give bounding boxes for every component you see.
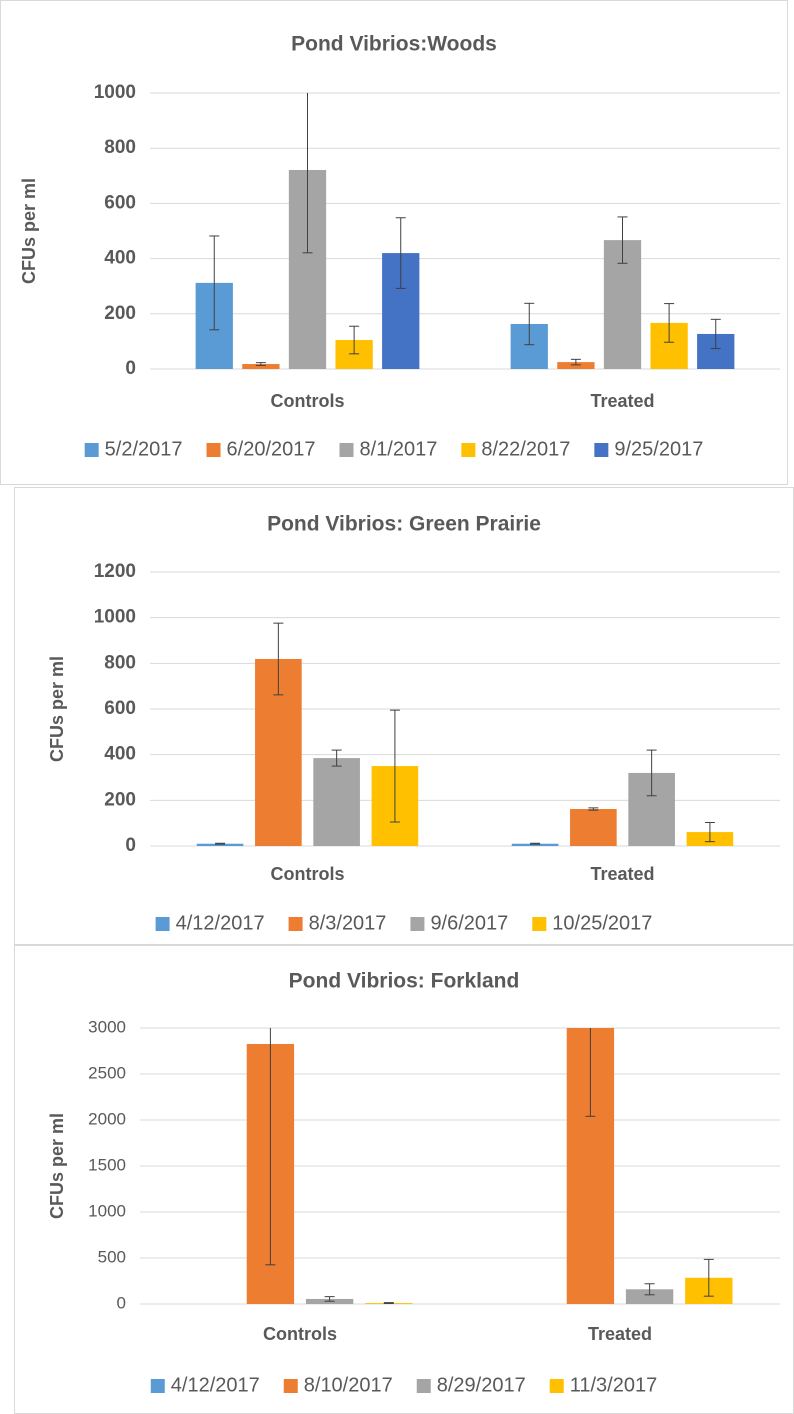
bar bbox=[196, 843, 244, 846]
y-tick-label: 400 bbox=[104, 248, 136, 269]
legend-swatch bbox=[532, 917, 547, 931]
legend-label: 5/2/2017 bbox=[105, 438, 183, 460]
y-tick-label: 0 bbox=[125, 835, 136, 856]
plot bbox=[246, 1028, 733, 1304]
bar bbox=[557, 362, 595, 369]
y-tick-label: 1000 bbox=[94, 82, 136, 103]
legend-label: 10/25/2017 bbox=[552, 912, 652, 934]
y-tick-label: 2000 bbox=[88, 1109, 126, 1128]
panel-border bbox=[14, 945, 794, 1414]
plot bbox=[195, 93, 735, 369]
legend: 4/12/2017 8/10/2017 8/29/2017 11/3/2017 bbox=[150, 1374, 658, 1396]
y-tick-label: 200 bbox=[104, 789, 136, 810]
legend-label: 8/10/2017 bbox=[304, 1374, 393, 1396]
y-tick-label: 2500 bbox=[88, 1063, 126, 1082]
bar bbox=[511, 843, 559, 846]
legend-label: 8/22/2017 bbox=[481, 438, 570, 460]
legend-swatch bbox=[155, 917, 170, 931]
y-axis-title: CFUs per ml bbox=[47, 656, 67, 762]
legend: 5/2/2017 6/20/2017 8/1/2017 8/22/2017 9/25/2… bbox=[84, 438, 703, 460]
legend-swatch bbox=[594, 443, 609, 457]
y-tick-label: 400 bbox=[104, 744, 136, 765]
legend-label: 8/1/2017 bbox=[360, 438, 438, 460]
chart-title: Pond Vibrios: Forkland bbox=[289, 970, 520, 993]
plot bbox=[196, 622, 734, 846]
y-tick-label: 600 bbox=[104, 698, 136, 719]
bar bbox=[313, 758, 360, 846]
x-tick-label: Controls bbox=[263, 1324, 337, 1344]
y-tick-label: 600 bbox=[104, 192, 136, 213]
legend: 4/12/2017 8/3/2017 9/6/2017 10/25/2017 bbox=[155, 912, 652, 934]
legend-swatch bbox=[84, 443, 99, 457]
y-tick-label: 500 bbox=[98, 1247, 126, 1266]
legend-swatch bbox=[206, 443, 221, 457]
panel-border bbox=[0, 0, 788, 485]
y-tick-label: 1000 bbox=[94, 607, 136, 628]
legend-swatch bbox=[283, 1379, 298, 1393]
x-tick-label: Controls bbox=[271, 391, 345, 411]
bar bbox=[242, 364, 280, 369]
bar bbox=[570, 809, 617, 846]
legend-swatch bbox=[461, 443, 476, 457]
y-tick-label: 0 bbox=[125, 358, 136, 379]
legend-label: 6/20/2017 bbox=[227, 438, 316, 460]
y-tick-label: 800 bbox=[104, 137, 136, 158]
legend-swatch bbox=[288, 917, 303, 931]
y-tick-label: 3000 bbox=[88, 1017, 126, 1036]
chart-title: Pond Vibrios: Green Prairie bbox=[267, 513, 541, 536]
y-tick-label: 800 bbox=[104, 652, 136, 673]
legend-label: 8/3/2017 bbox=[309, 912, 387, 934]
legend-label: 4/12/2017 bbox=[171, 1374, 260, 1396]
x-tick-label: Treated bbox=[588, 1324, 652, 1344]
legend-swatch bbox=[549, 1379, 564, 1393]
legend-swatch bbox=[150, 1379, 165, 1393]
x-tick-label: Treated bbox=[590, 864, 654, 884]
legend-label: 4/12/2017 bbox=[176, 912, 265, 934]
legend-label: 8/29/2017 bbox=[437, 1374, 526, 1396]
y-tick-label: 1200 bbox=[94, 561, 136, 582]
y-tick-label: 200 bbox=[104, 303, 136, 324]
chart-title: Pond Vibrios:Woods bbox=[291, 33, 497, 56]
y-tick-label: 0 bbox=[117, 1293, 126, 1312]
legend-swatch bbox=[416, 1379, 431, 1393]
y-axis-title: CFUs per ml bbox=[19, 178, 39, 284]
legend-swatch bbox=[339, 443, 354, 457]
bar bbox=[625, 1289, 674, 1304]
legend-label: 9/25/2017 bbox=[614, 438, 703, 460]
legend-label: 11/3/2017 bbox=[570, 1374, 658, 1396]
x-tick-label: Controls bbox=[271, 864, 345, 884]
y-tick-label: 1500 bbox=[88, 1155, 126, 1174]
legend-label: 9/6/2017 bbox=[430, 912, 508, 934]
y-tick-label: 1000 bbox=[88, 1201, 126, 1220]
y-axis-title: CFUs per ml bbox=[47, 1113, 67, 1219]
x-tick-label: Treated bbox=[590, 391, 654, 411]
legend-swatch bbox=[410, 917, 425, 931]
